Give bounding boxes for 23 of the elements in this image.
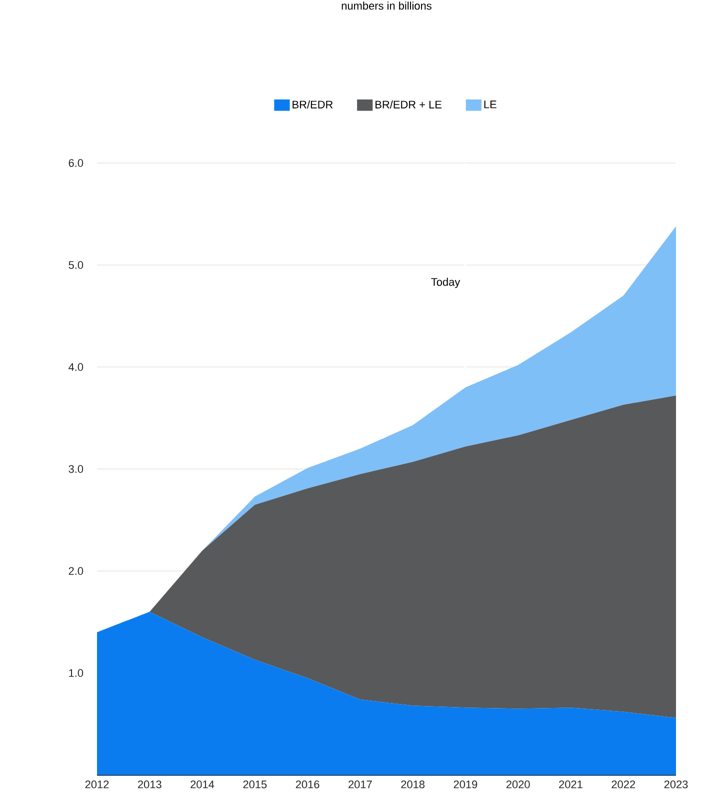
y-tick-label: 5.0 (68, 261, 84, 269)
y-tick-label: 3.0 (68, 465, 84, 473)
x-tick-label: 2016 (296, 780, 320, 788)
x-tick-label: 2012 (85, 780, 109, 788)
x-tick-label: 2020 (506, 780, 530, 788)
chart-title: numbers in billions (342, 2, 432, 10)
x-tick-label: 2021 (559, 780, 582, 788)
legend-label: BR/EDR + LE (376, 100, 442, 108)
y-tick-label: 1.0 (69, 669, 84, 677)
x-tick-label: 2013 (138, 780, 162, 788)
x-tick-label: 2022 (612, 780, 636, 788)
x-tick-label: 2018 (401, 780, 425, 788)
legend-label: LE (484, 100, 496, 108)
ref-line-label: Today (431, 278, 460, 288)
x-tick-label: 2015 (243, 780, 267, 788)
x-tick-label: 2019 (454, 780, 478, 788)
x-tick-label: 2017 (348, 780, 372, 788)
legend-label: BR/EDR (292, 100, 333, 108)
y-tick-label: 2.0 (68, 567, 84, 575)
x-tick-label: 2023 (664, 780, 688, 788)
y-tick-label: 4.0 (68, 363, 84, 371)
x-tick-label: 2014 (190, 780, 214, 788)
y-tick-label: 6.0 (68, 159, 84, 167)
